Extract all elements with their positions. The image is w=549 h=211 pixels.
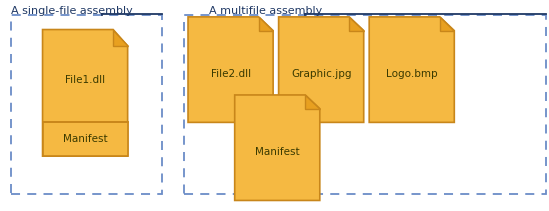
Bar: [11, 15, 162, 194]
Text: Graphic.jpg: Graphic.jpg: [291, 69, 351, 79]
Text: A multifile assembly: A multifile assembly: [209, 6, 322, 16]
Text: File1.dll: File1.dll: [65, 75, 105, 85]
Polygon shape: [43, 30, 127, 156]
Polygon shape: [349, 17, 363, 31]
Text: Manifest: Manifest: [63, 134, 108, 144]
Polygon shape: [188, 17, 273, 122]
Polygon shape: [440, 17, 455, 31]
Polygon shape: [259, 17, 273, 31]
Text: Logo.bmp: Logo.bmp: [386, 69, 438, 79]
Polygon shape: [278, 17, 363, 122]
Bar: [184, 15, 546, 194]
Text: File2.dll: File2.dll: [210, 69, 251, 79]
Text: A single-file assembly: A single-file assembly: [11, 6, 133, 16]
Text: Manifest: Manifest: [255, 147, 300, 157]
Polygon shape: [235, 95, 320, 200]
Polygon shape: [305, 95, 320, 109]
Bar: [43, 122, 127, 156]
Polygon shape: [113, 30, 127, 46]
Polygon shape: [369, 17, 455, 122]
